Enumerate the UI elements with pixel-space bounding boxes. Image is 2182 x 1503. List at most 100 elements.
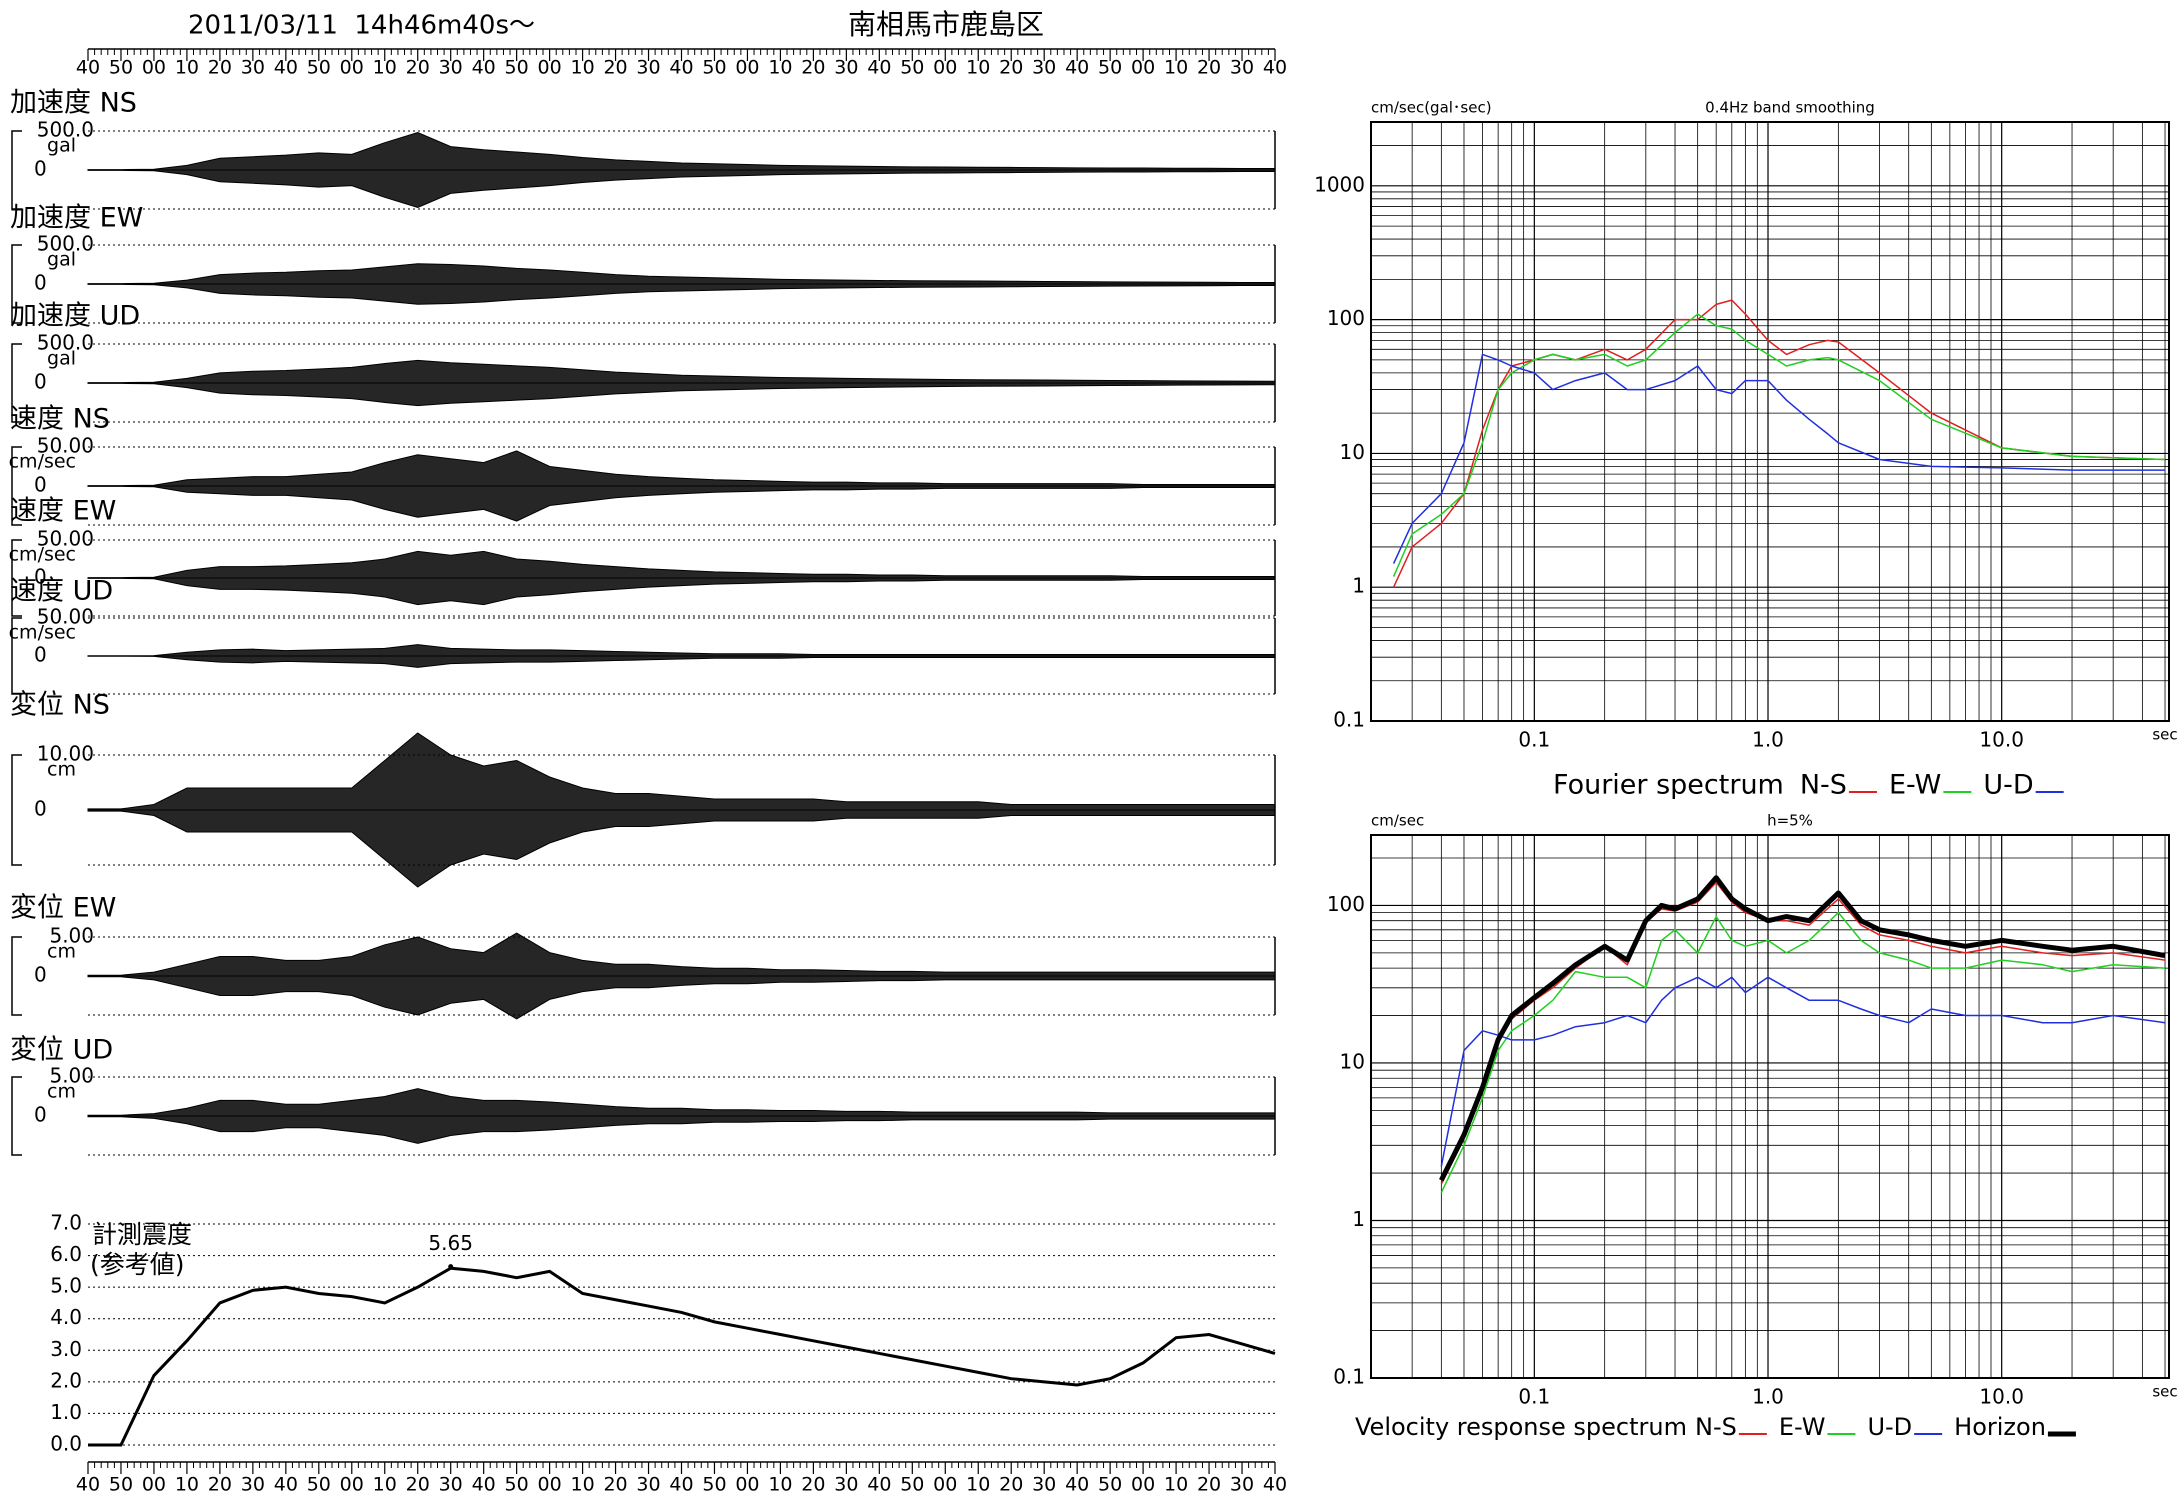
y-tick-label: 100	[1327, 306, 1365, 330]
time-tick-label: 20	[406, 1474, 430, 1496]
time-tick-label: 20	[603, 1474, 627, 1496]
time-tick-label: 40	[76, 1474, 100, 1496]
record-datetime: 2011/03/11 14h46m40s〜	[188, 11, 535, 41]
panel-bracket	[11, 936, 22, 1016]
time-tick-label: 10	[768, 1474, 792, 1496]
time-tick-label: 00	[933, 57, 957, 79]
unit-label: cm	[47, 759, 76, 781]
time-tick-label: 40	[76, 57, 100, 79]
time-tick-label: 20	[406, 57, 430, 79]
intensity-tick-label: 4.0	[50, 1305, 82, 1329]
y-tick-label: 0.1	[1333, 708, 1365, 732]
time-tick-label: 50	[307, 57, 331, 79]
time-tick-label: 50	[109, 1474, 133, 1496]
panel-bracket	[11, 1076, 22, 1156]
intensity-tick-label: 0.0	[50, 1432, 82, 1456]
zero-label: 0	[34, 370, 47, 394]
scale-label: 5.00	[49, 1064, 94, 1088]
y-tick-label: 0.1	[1333, 1365, 1365, 1389]
spectrum-line	[1440, 881, 2166, 1185]
scale-label: 50.00	[37, 605, 94, 629]
time-tick-label: 10	[1164, 1474, 1188, 1496]
y-axis-label: cm/sec(gal･sec)	[1371, 99, 1492, 117]
unit-label: cm/sec	[9, 622, 76, 644]
y-tick-label: 10	[1340, 1049, 1365, 1073]
time-tick-label: 20	[208, 57, 232, 79]
x-tick-label: 1.0	[1752, 728, 1784, 752]
time-tick-label: 30	[1032, 1474, 1056, 1496]
spectrum-line	[1440, 976, 2166, 1167]
time-tick-label: 20	[999, 57, 1023, 79]
time-tick-label: 40	[472, 57, 496, 79]
scale-label: 500.0	[37, 118, 94, 142]
time-tick-label: 00	[340, 1474, 364, 1496]
panel-title: 加速度 NS	[10, 88, 137, 119]
time-tick-label: 50	[702, 1474, 726, 1496]
time-tick-label: 20	[603, 57, 627, 79]
waveform-envelope	[87, 1088, 1276, 1144]
time-tick-label: 20	[999, 1474, 1023, 1496]
scale-label: 50.00	[37, 527, 94, 551]
zero-label: 0	[34, 271, 47, 295]
chart-subtitle: h=5%	[1767, 812, 1813, 830]
time-tick-label: 40	[472, 1474, 496, 1496]
legend-title: Velocity response spectrum	[1355, 1413, 1687, 1441]
zero-label: 0	[34, 963, 47, 987]
y-tick-label: 1	[1352, 1207, 1365, 1231]
unit-label: cm/sec	[9, 451, 76, 473]
intensity-tick-label: 7.0	[50, 1211, 82, 1235]
waveform-envelope	[87, 550, 1276, 606]
x-tick-label: 10.0	[1979, 728, 2024, 752]
time-tick-label: 30	[636, 1474, 660, 1496]
scale-label: 50.00	[37, 434, 94, 458]
waveform-envelope	[87, 732, 1276, 888]
time-tick-label: 50	[505, 1474, 529, 1496]
legend-label: N-S	[1800, 770, 1847, 801]
time-tick-label: 50	[505, 57, 529, 79]
intensity-tick-label: 1.0	[50, 1400, 82, 1424]
waveform-envelope	[87, 263, 1276, 305]
unit-label: cm/sec	[9, 544, 76, 566]
plot-frame	[1370, 834, 2170, 1379]
time-tick-label: 10	[966, 1474, 990, 1496]
spectrum-line	[1392, 353, 2165, 564]
time-tick-label: 00	[538, 1474, 562, 1496]
panel-title: 変位 NS	[10, 690, 110, 721]
intensity-subtitle: (参考値)	[90, 1250, 185, 1279]
time-tick-label: 50	[1098, 1474, 1122, 1496]
time-tick-label: 00	[933, 1474, 957, 1496]
zero-label: 0	[34, 473, 47, 497]
scale-label: 500.0	[37, 331, 94, 355]
legend-label: U-D	[1867, 1413, 1912, 1441]
time-tick-label: 20	[208, 1474, 232, 1496]
intensity-tick-label: 3.0	[50, 1337, 82, 1361]
time-tick-label: 30	[1230, 57, 1254, 79]
chart-subtitle: 0.4Hz band smoothing	[1705, 99, 1875, 117]
y-tick-label: 10	[1340, 440, 1365, 464]
peak-label: 5.65	[428, 1231, 473, 1255]
plot-frame	[1370, 121, 2170, 722]
time-tick-label: 10	[570, 1474, 594, 1496]
intensity-tick-label: 5.0	[50, 1274, 82, 1298]
time-tick-label: 30	[636, 57, 660, 79]
zero-label: 0	[34, 1103, 47, 1127]
station-location: 南相馬市鹿島区	[848, 8, 1044, 41]
x-tick-label: 10.0	[1979, 1385, 2024, 1409]
panel-title: 加速度 UD	[10, 301, 140, 332]
time-tick-label: 40	[1065, 57, 1089, 79]
time-tick-label: 10	[373, 57, 397, 79]
unit-label: gal	[47, 249, 76, 271]
time-tick-label: 00	[1131, 1474, 1155, 1496]
time-tick-label: 30	[241, 1474, 265, 1496]
legend-label: U-D	[1983, 770, 2033, 801]
time-tick-label: 30	[241, 57, 265, 79]
panel-bracket	[11, 754, 22, 866]
x-tick-label: 1.0	[1752, 1385, 1784, 1409]
time-tick-label: 40	[274, 57, 298, 79]
peak-marker	[448, 1264, 454, 1270]
time-tick-label: 40	[1263, 57, 1287, 79]
time-tick-label: 20	[1197, 57, 1221, 79]
panel-title: 加速度 EW	[10, 203, 143, 234]
intensity-title: 計測震度	[92, 1220, 192, 1249]
